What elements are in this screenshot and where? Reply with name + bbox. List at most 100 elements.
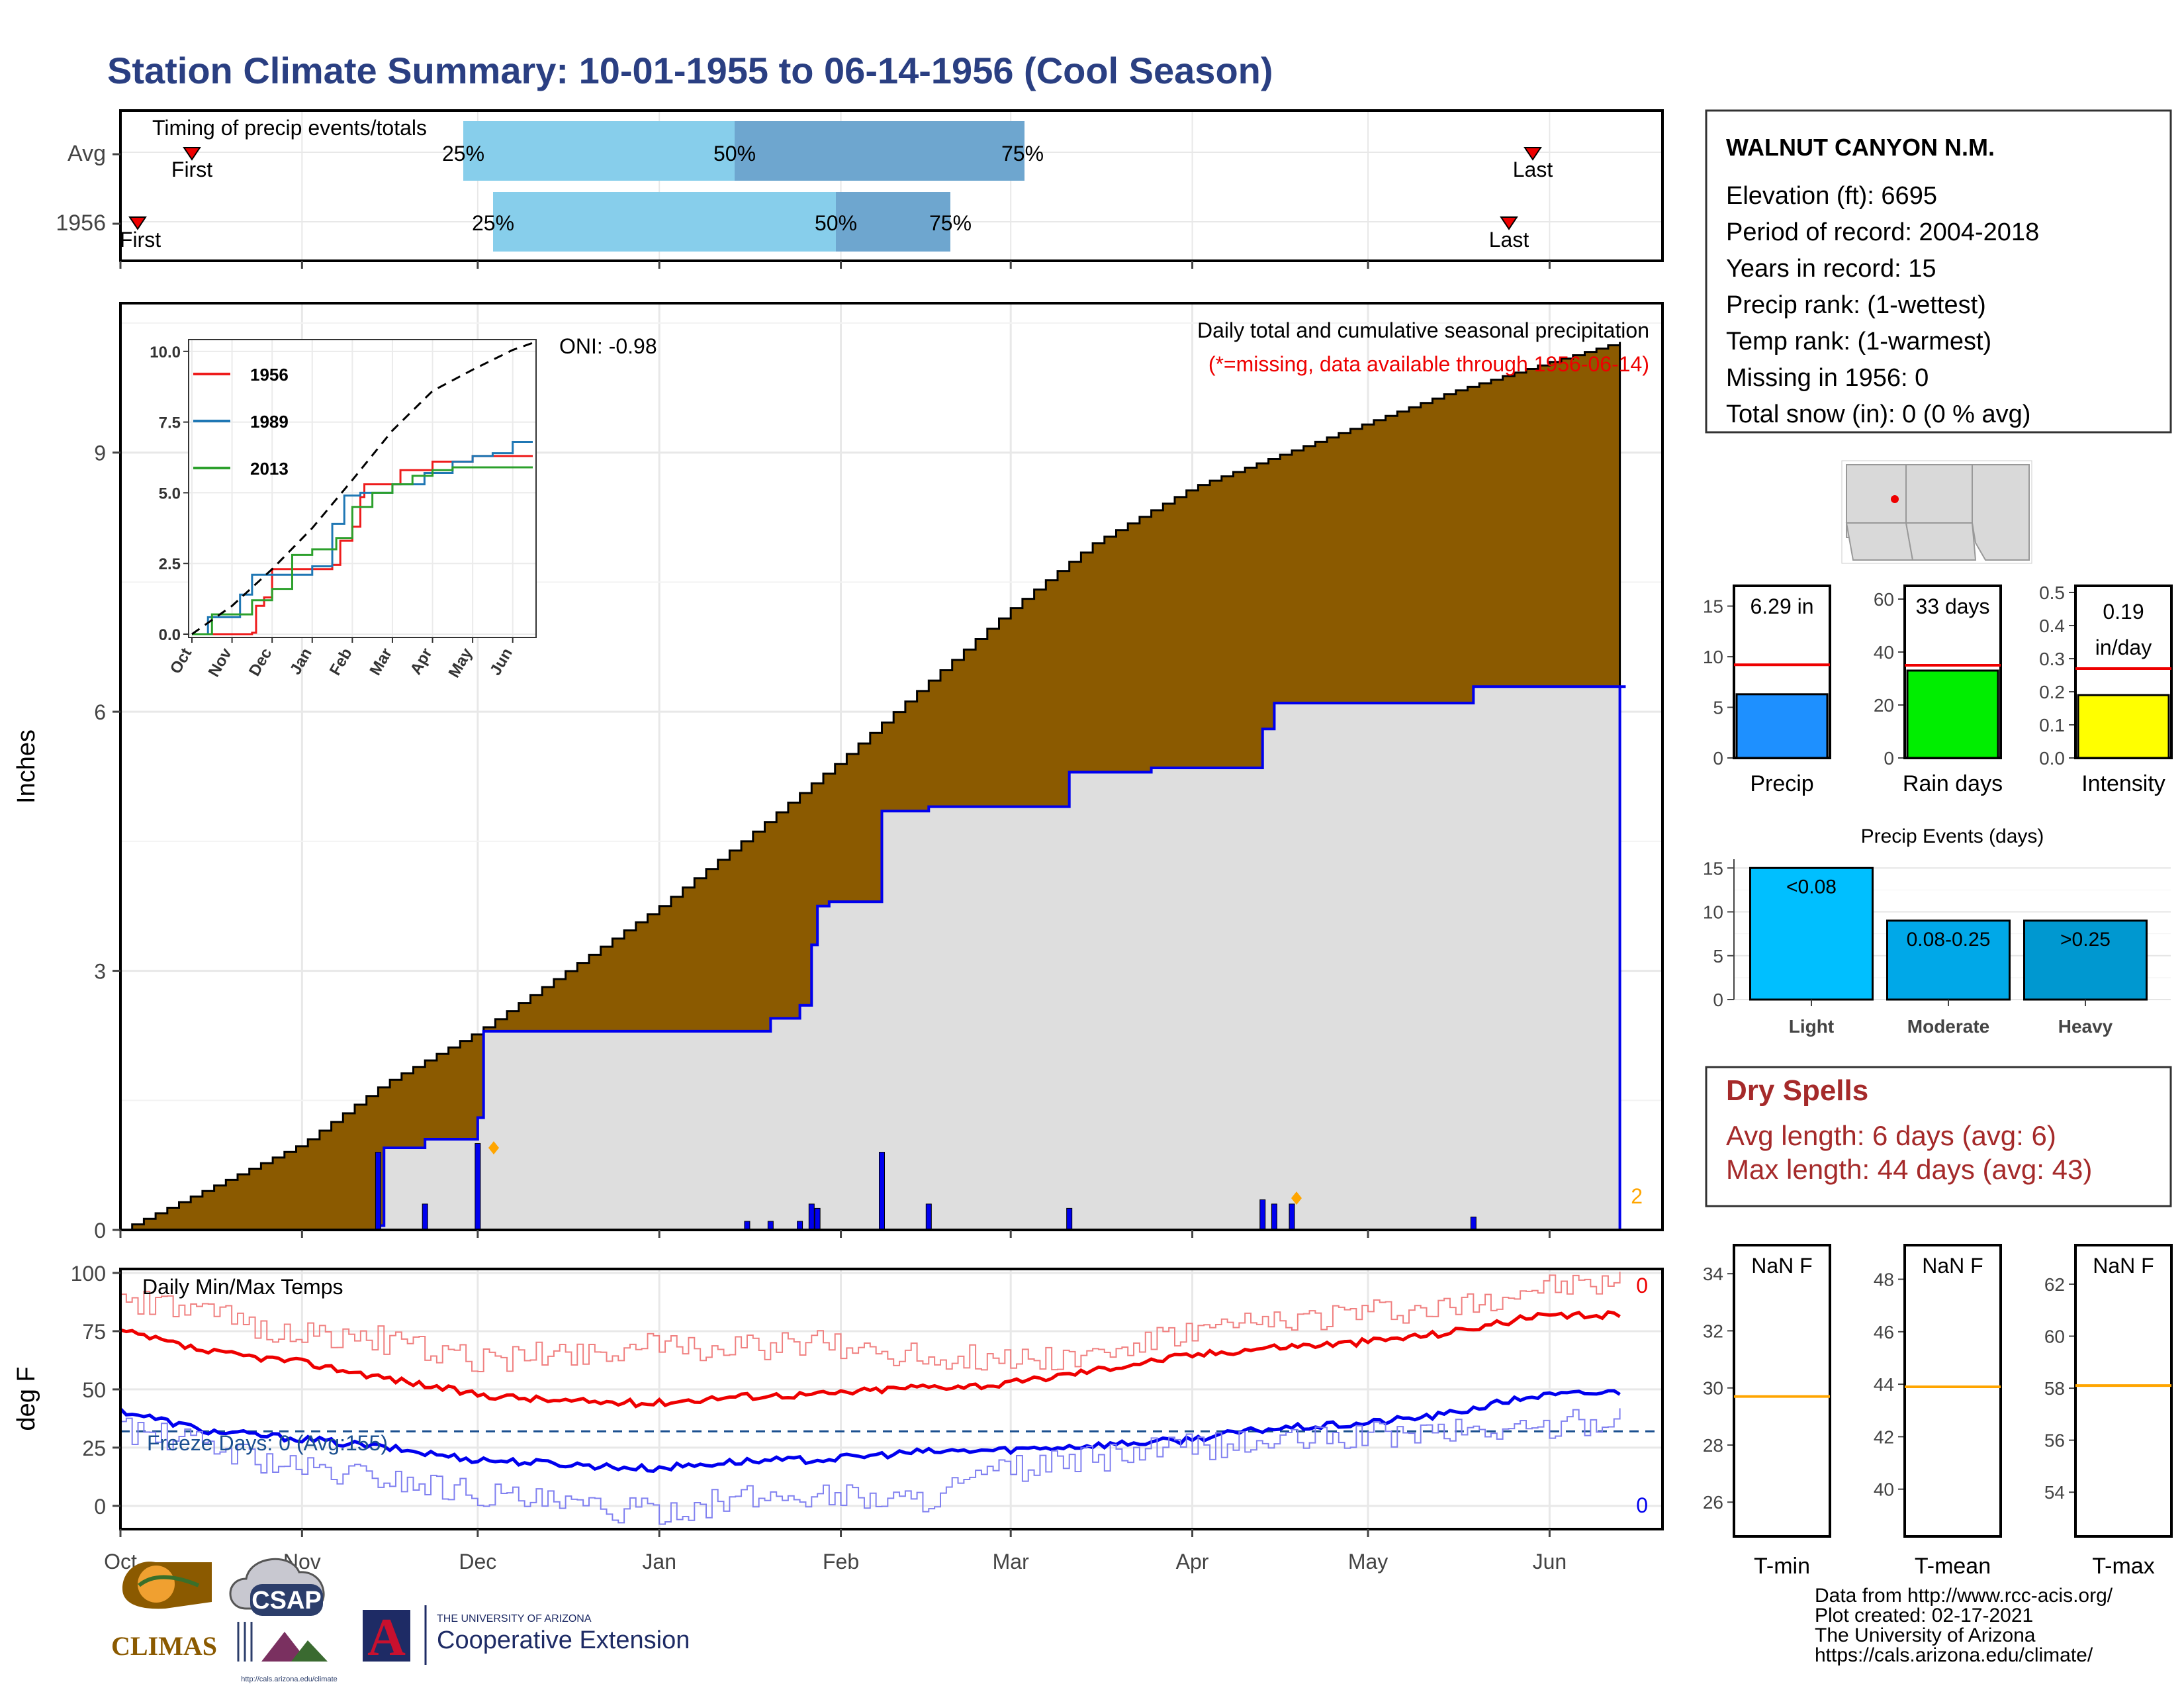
credits: Data from http://www.rcc-acis.org/ Plot … <box>1815 1585 2113 1666</box>
climas-text: CLIMAS <box>111 1631 217 1661</box>
daily-precip-bar <box>1271 1203 1277 1231</box>
dry-spells-avg: Avg length: 6 days (avg: 6) <box>1726 1120 2056 1151</box>
daily-precip-bar <box>475 1143 481 1231</box>
y1956-q25-q50-bar <box>493 192 836 252</box>
station-line: Elevation (ft): 6695 <box>1726 182 1937 210</box>
csap-url: http://cals.arizona.edu/climate <box>241 1675 338 1683</box>
t-mean-y-tick-label: 42 <box>1874 1427 1894 1447</box>
t-max-y-tick-label: 60 <box>2044 1327 2065 1347</box>
temp-x-tick-label: Apr <box>1176 1550 1209 1573</box>
events-bar <box>2023 919 2148 1001</box>
precip-total-value-label: 6.29 in <box>1750 594 1813 618</box>
temp-y-tick-label: 75 <box>82 1320 106 1344</box>
events-bar <box>1749 867 1874 1001</box>
t-mean-frame <box>1903 1244 2002 1538</box>
precip-y-tick-label: 6 <box>94 700 106 724</box>
events-bar-label: >0.25 <box>2060 929 2111 951</box>
station-line: Period of record: 2004-2018 <box>1726 218 2039 246</box>
y1956-q50-q75-bar <box>836 192 950 252</box>
events-category-label: Moderate <box>1907 1016 1989 1037</box>
temp-y-tick-label: 0 <box>94 1495 106 1519</box>
t-mean-y-tick-label: 48 <box>1874 1270 1894 1290</box>
daily-precip-bar <box>1259 1199 1266 1231</box>
precip-legend-text: Daily total and cumulative seasonal prec… <box>1197 318 1649 342</box>
intensity-value-label: in/day <box>2095 635 2152 659</box>
temp-y-axis: 0 25 50 75 100 <box>71 1262 120 1519</box>
station-line: Years in record: 15 <box>1726 255 1936 283</box>
page-title: Station Climate Summary: 10-01-1955 to 0… <box>107 50 1273 91</box>
csap-text: CSAP <box>251 1587 322 1615</box>
precip-total-y-tick-label: 0 <box>1713 748 1723 769</box>
daily-precip-bar <box>1289 1203 1295 1231</box>
events-y-tick-label: 5 <box>1713 946 1723 966</box>
t-min-y-tick-label: 26 <box>1703 1492 1723 1513</box>
temp-series-avg-min <box>119 1389 1621 1474</box>
events-y-tick-label: 0 <box>1713 990 1723 1010</box>
daily-precip-bar <box>925 1203 932 1231</box>
t-mean-y-tick-label: 40 <box>1874 1479 1894 1500</box>
temp-series-max-1956 <box>120 1272 1621 1372</box>
t-max-axis-label: T-max <box>2092 1554 2154 1579</box>
inset-y-tick-label: 0.0 <box>159 626 181 644</box>
temp-y-tick-label: 100 <box>71 1262 106 1286</box>
rain-days-axis-label: Rain days <box>1903 771 2003 796</box>
intensity-value-label: 0.19 <box>2103 600 2144 624</box>
t-mean-axis-label: T-mean <box>1915 1554 1991 1579</box>
season-cumulative-area <box>120 685 1626 1231</box>
precip-total-axis-label: Precip <box>1750 771 1813 796</box>
y1956-p25-label: 25% <box>472 211 514 235</box>
t-min-frame <box>1733 1244 1831 1538</box>
station-marker <box>1891 495 1899 503</box>
temp-x-tick-label: Jun <box>1533 1550 1567 1573</box>
y1956-last-label: Last <box>1489 228 1529 252</box>
t-mean-y-tick-label: 44 <box>1874 1374 1894 1395</box>
temp-x-tick-label: May <box>1348 1550 1388 1573</box>
t-mean-value-label: NaN F <box>1922 1254 1983 1278</box>
missing-count: 2 <box>1631 1184 1643 1208</box>
avg-p50-label: 50% <box>713 142 756 165</box>
y1956-p50-label: 50% <box>815 211 857 235</box>
t-max-chart: 54 56 58 60 62 NaN F T-max <box>2044 1244 2173 1579</box>
intensity-chart: 0.0 0.1 0.2 0.3 0.4 0.5 0.19 in/day Intensity <box>2039 583 2173 796</box>
summary-bar-charts: 0 5 10 15 6.29 in Precip 0 20 40 60 33 days Rain da… <box>1703 583 2173 796</box>
intensity-bar <box>2077 694 2170 759</box>
avg-p25-label: 25% <box>442 142 484 165</box>
dry-spells-max: Max length: 44 days (avg: 43) <box>1726 1154 2092 1185</box>
events-bar-label: <0.08 <box>1786 876 1837 898</box>
temp-x-tick-label: Dec <box>459 1550 496 1573</box>
inset-series-1956 <box>192 455 533 635</box>
avg-first-label: First <box>171 158 212 181</box>
station-line: Missing in 1956: 0 <box>1726 364 1929 392</box>
precip-total-chart: 0 5 10 15 6.29 in Precip <box>1703 585 1831 796</box>
precip-panel: 0 3 6 9 Inches Daily total and cumulative s… <box>13 302 1664 1243</box>
daily-precip-bar <box>1066 1207 1073 1231</box>
t-min-y-tick-label: 34 <box>1703 1264 1723 1284</box>
precip-total-y-tick-label: 15 <box>1703 596 1723 617</box>
events-bar-label: 0.08-0.25 <box>1907 929 1991 951</box>
max-count: 0 <box>1636 1274 1648 1297</box>
intensity-y-tick-label: 0.5 <box>2039 583 2065 603</box>
daily-precip-bar <box>375 1152 381 1231</box>
ua-letter: A <box>367 1609 406 1667</box>
y1956-first-marker <box>128 216 147 230</box>
temp-title: Daily Min/Max Temps <box>142 1275 343 1299</box>
missing-marker-2 <box>1291 1192 1302 1205</box>
inset-legend-label: 1989 <box>250 412 289 432</box>
station-line: Total snow (in): 0 (0 % avg) <box>1726 400 2030 428</box>
t-min-chart: 26 28 30 32 34 NaN F T-min <box>1703 1244 1831 1579</box>
inset-series-1989 <box>192 441 533 635</box>
temp-x-tick-label: Feb <box>823 1550 859 1573</box>
intensity-y-tick-label: 0.1 <box>2039 715 2065 735</box>
daily-precip-bar <box>879 1152 885 1231</box>
precip-y-tick-label: 3 <box>94 960 106 984</box>
inset-y-tick-label: 7.5 <box>159 414 181 432</box>
intensity-y-tick-label: 0.3 <box>2039 649 2065 669</box>
daily-precip-bar <box>1470 1216 1477 1231</box>
events-category-label: Heavy <box>2058 1016 2113 1037</box>
csap-logo: CSAP http://cals.arizona.edu/climate <box>229 1558 338 1683</box>
timing-row-avg-label: Avg <box>68 141 106 166</box>
timing-row-1956-label: 1956 <box>56 211 106 236</box>
t-max-y-tick-label: 56 <box>2044 1430 2065 1451</box>
